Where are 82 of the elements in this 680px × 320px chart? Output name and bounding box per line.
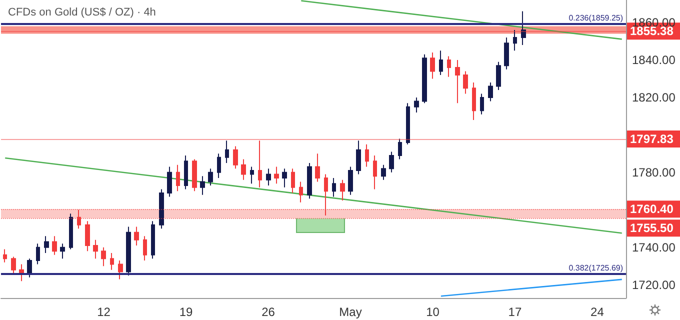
- candlestick: [225, 140, 229, 164]
- annotation: 0.236(1859.25): [568, 13, 624, 22]
- candlestick: [521, 10, 526, 46]
- candlestick: [307, 162, 312, 200]
- candlestick: [463, 70, 468, 94]
- candlestick: [159, 188, 164, 230]
- candlestick: [233, 146, 238, 170]
- candlestick: [241, 158, 246, 180]
- candlestick: [274, 166, 279, 184]
- candlestick: [52, 236, 57, 256]
- candlestick: [143, 236, 147, 262]
- candlestick: [60, 243, 65, 260]
- candlestick: [101, 246, 106, 267]
- x-tick-label: 17: [508, 305, 522, 319]
- candlestick: [455, 59, 460, 104]
- candlestick: [110, 252, 114, 270]
- candlestick: [504, 36, 509, 70]
- candlestick: [266, 168, 271, 186]
- candlestick: [250, 166, 254, 184]
- x-tick-label: 19: [179, 305, 194, 319]
- x-tick-label: May: [339, 305, 362, 319]
- candlestick: [480, 93, 484, 115]
- candlestick: [291, 168, 295, 194]
- candlestick: [184, 155, 188, 190]
- x-tick-label: 26: [262, 305, 276, 319]
- candlestick: [151, 220, 155, 260]
- candlestick: [472, 82, 476, 120]
- candlestick: [496, 61, 501, 90]
- candlestick: [373, 155, 377, 190]
- candlestick: [192, 158, 197, 192]
- text: CFDs on Gold (US$ / OZ) · 4h: [8, 6, 156, 18]
- candlestick: [208, 168, 213, 186]
- candlestick: [398, 138, 402, 160]
- x-tick-label: 10: [426, 305, 440, 319]
- x-tick-label: 12: [97, 305, 111, 319]
- x-tick-label: 24: [590, 305, 604, 319]
- candlestick: [85, 220, 90, 252]
- candlestick: [299, 181, 303, 203]
- candlestick: [430, 52, 435, 80]
- candlestick: [365, 144, 369, 168]
- candlestick: [11, 256, 16, 274]
- candlestick: [348, 166, 353, 196]
- candlestick: [69, 213, 73, 250]
- candlestick: [381, 164, 386, 180]
- candlestick: [217, 153, 221, 179]
- candlestick: [167, 166, 172, 198]
- candlestick: [200, 176, 205, 196]
- candlestick: [414, 96, 419, 113]
- ref-line-label: 1755.50: [630, 221, 674, 236]
- candlestick: [19, 264, 24, 282]
- candlestick: [134, 226, 139, 246]
- ref-line-label: 1797.83: [630, 132, 674, 146]
- y-tick-label: 1720.00: [632, 278, 676, 292]
- candlestick: [513, 29, 517, 52]
- candlestick: [315, 153, 320, 182]
- ref-line-label: 1760.40: [630, 202, 674, 216]
- candlestick: [324, 174, 328, 216]
- candlestick: [488, 82, 493, 102]
- candlestick: [93, 239, 98, 260]
- candlestick: [447, 56, 451, 78]
- candlestick: [356, 140, 361, 175]
- candlestick: [340, 179, 345, 202]
- candlestick: [44, 236, 49, 254]
- candlestick: [27, 258, 32, 278]
- candlestick: [118, 260, 123, 280]
- candlestick: [36, 243, 40, 265]
- candlestick: [126, 226, 131, 276]
- y-tick-label: 1820.00: [632, 90, 676, 104]
- y-tick-label: 1780.00: [632, 165, 676, 180]
- candlestick: [258, 140, 262, 188]
- candlestick: [389, 151, 394, 173]
- candlestick: [406, 102, 410, 145]
- candlestick: [3, 248, 7, 263]
- candlestick: [422, 54, 427, 104]
- annotation: 0.382(1725.69): [568, 264, 624, 273]
- candlestick: [77, 209, 81, 230]
- y-tick-label: 1740.00: [632, 240, 676, 254]
- y-tick-label: 1840.00: [632, 52, 676, 67]
- candlestick: [332, 178, 336, 198]
- candlestick: [282, 168, 287, 188]
- candlestick: [439, 50, 443, 76]
- candlestick: [176, 164, 180, 192]
